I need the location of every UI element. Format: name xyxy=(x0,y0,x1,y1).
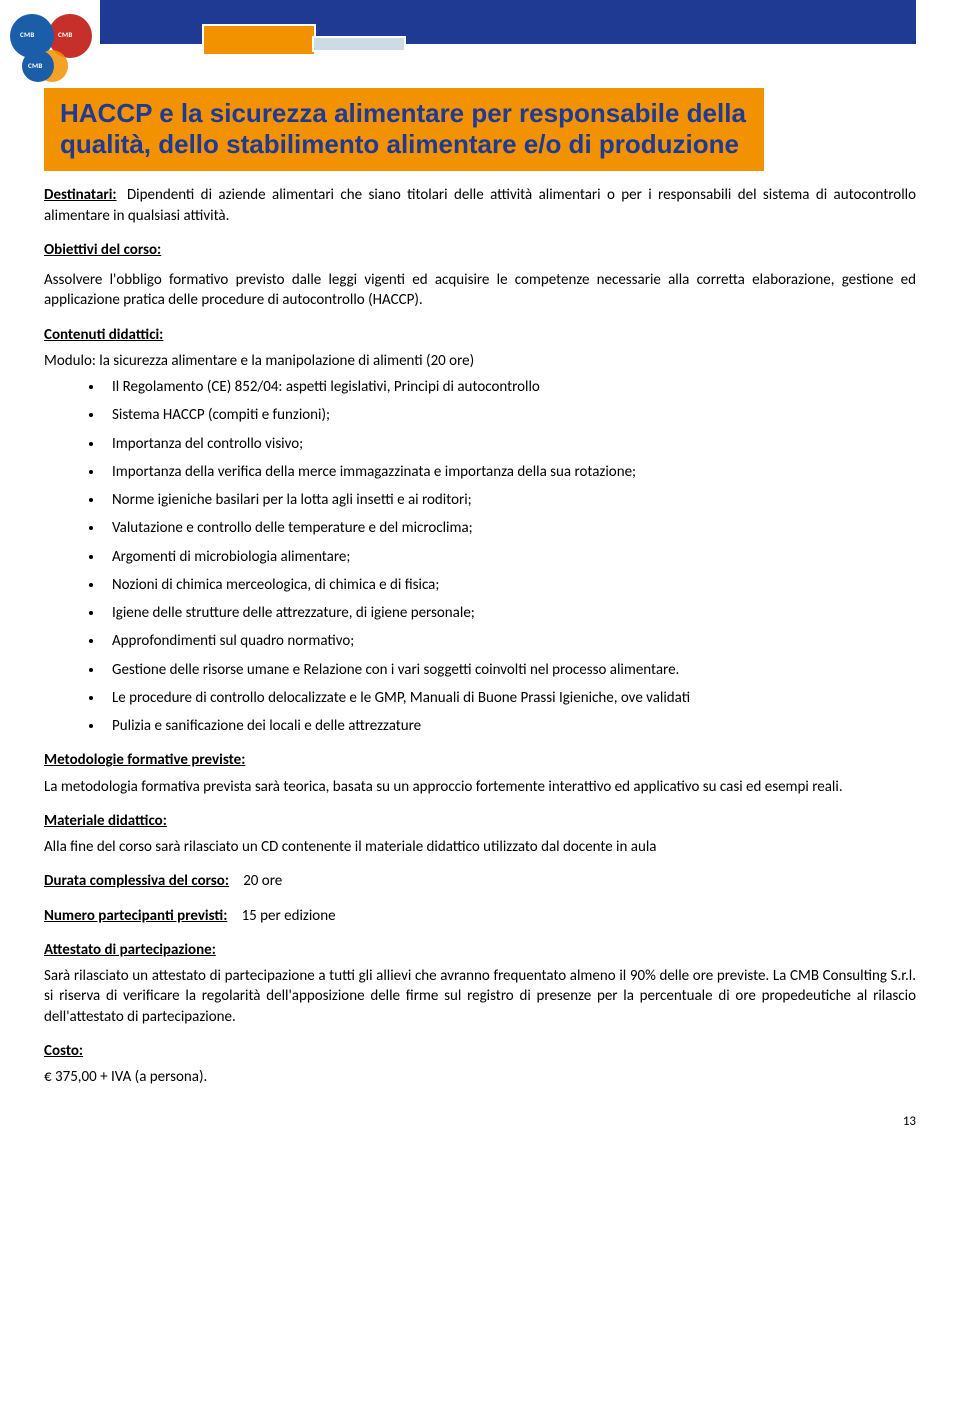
brand-logo: CMB CMB CMB xyxy=(10,8,106,88)
section-metodologie: Metodologie formative previste: La metod… xyxy=(44,750,916,797)
attestato-text: Sarà rilasciato un attestato di partecip… xyxy=(44,966,916,1027)
destinatari-label: Destinatari: xyxy=(44,186,117,204)
list-item: Pulizia e sanificazione dei locali e del… xyxy=(104,716,916,736)
list-item: Valutazione e controllo delle temperatur… xyxy=(104,518,916,538)
obiettivi-text: Assolvere l'obbligo formativo previsto d… xyxy=(44,270,916,311)
section-attestato: Attestato di partecipazione: Sarà rilasc… xyxy=(44,940,916,1027)
header-accent-orange xyxy=(204,26,314,54)
metodologie-text: La metodologia formativa prevista sarà t… xyxy=(44,777,916,797)
section-durata: Durata complessiva del corso: 20 ore xyxy=(44,871,916,891)
materiale-label: Materiale didattico: xyxy=(44,811,916,831)
section-destinatari: Destinatari: Dipendenti di aziende alime… xyxy=(44,185,916,226)
durata-value: 20 ore xyxy=(243,872,282,890)
materiale-text: Alla fine del corso sarà rilasciato un C… xyxy=(44,837,916,857)
list-item: Nozioni di chimica merceologica, di chim… xyxy=(104,575,916,595)
header-bar xyxy=(100,0,916,44)
list-item: Norme igieniche basilari per la lotta ag… xyxy=(104,490,916,510)
course-title: HACCP e la sicurezza alimentare per resp… xyxy=(60,98,748,159)
list-item: Igiene delle strutture delle attrezzatur… xyxy=(104,603,916,623)
obiettivi-label: Obiettivi del corso: xyxy=(44,240,916,260)
logo-text: CMB xyxy=(28,61,43,70)
contenuti-modulo: Modulo: la sicurezza alimentare e la man… xyxy=(44,351,916,371)
course-title-box: HACCP e la sicurezza alimentare per resp… xyxy=(44,88,764,171)
list-item: Approfondimenti sul quadro normativo; xyxy=(104,631,916,651)
section-obiettivi: Obiettivi del corso: Assolvere l'obbligo… xyxy=(44,240,916,311)
header-accent-gray xyxy=(314,38,404,50)
logo-text: CMB xyxy=(58,30,73,39)
page-number: 13 xyxy=(44,1113,916,1131)
list-item: Sistema HACCP (compiti e funzioni); xyxy=(104,405,916,425)
destinatari-text: Dipendenti di aziende alimentari che sia… xyxy=(44,186,916,224)
costo-label: Costo: xyxy=(44,1041,916,1061)
section-costo: Costo: € 375,00 + IVA (a persona). xyxy=(44,1041,916,1088)
logo-text: CMB xyxy=(20,30,35,39)
costo-value: € 375,00 + IVA (a persona). xyxy=(44,1067,916,1087)
section-materiale: Materiale didattico: Alla fine del corso… xyxy=(44,811,916,858)
attestato-label: Attestato di partecipazione: xyxy=(44,940,916,960)
list-item: Il Regolamento (CE) 852/04: aspetti legi… xyxy=(104,377,916,397)
list-item: Gestione delle risorse umane e Relazione… xyxy=(104,660,916,680)
metodologie-label: Metodologie formative previste: xyxy=(44,750,916,770)
section-partecipanti: Numero partecipanti previsti: 15 per edi… xyxy=(44,906,916,926)
contenuti-label: Contenuti didattici: xyxy=(44,325,916,345)
partecipanti-label: Numero partecipanti previsti: xyxy=(44,907,227,925)
list-item: Importanza della verifica della merce im… xyxy=(104,462,916,482)
section-contenuti: Contenuti didattici: Modulo: la sicurezz… xyxy=(44,325,916,737)
list-item: Argomenti di microbiologia alimentare; xyxy=(104,547,916,567)
list-item: Le procedure di controllo delocalizzate … xyxy=(104,688,916,708)
durata-label: Durata complessiva del corso: xyxy=(44,872,229,890)
contenuti-list: Il Regolamento (CE) 852/04: aspetti legi… xyxy=(44,377,916,736)
partecipanti-value: 15 per edizione xyxy=(242,907,336,925)
list-item: Importanza del controllo visivo; xyxy=(104,434,916,454)
